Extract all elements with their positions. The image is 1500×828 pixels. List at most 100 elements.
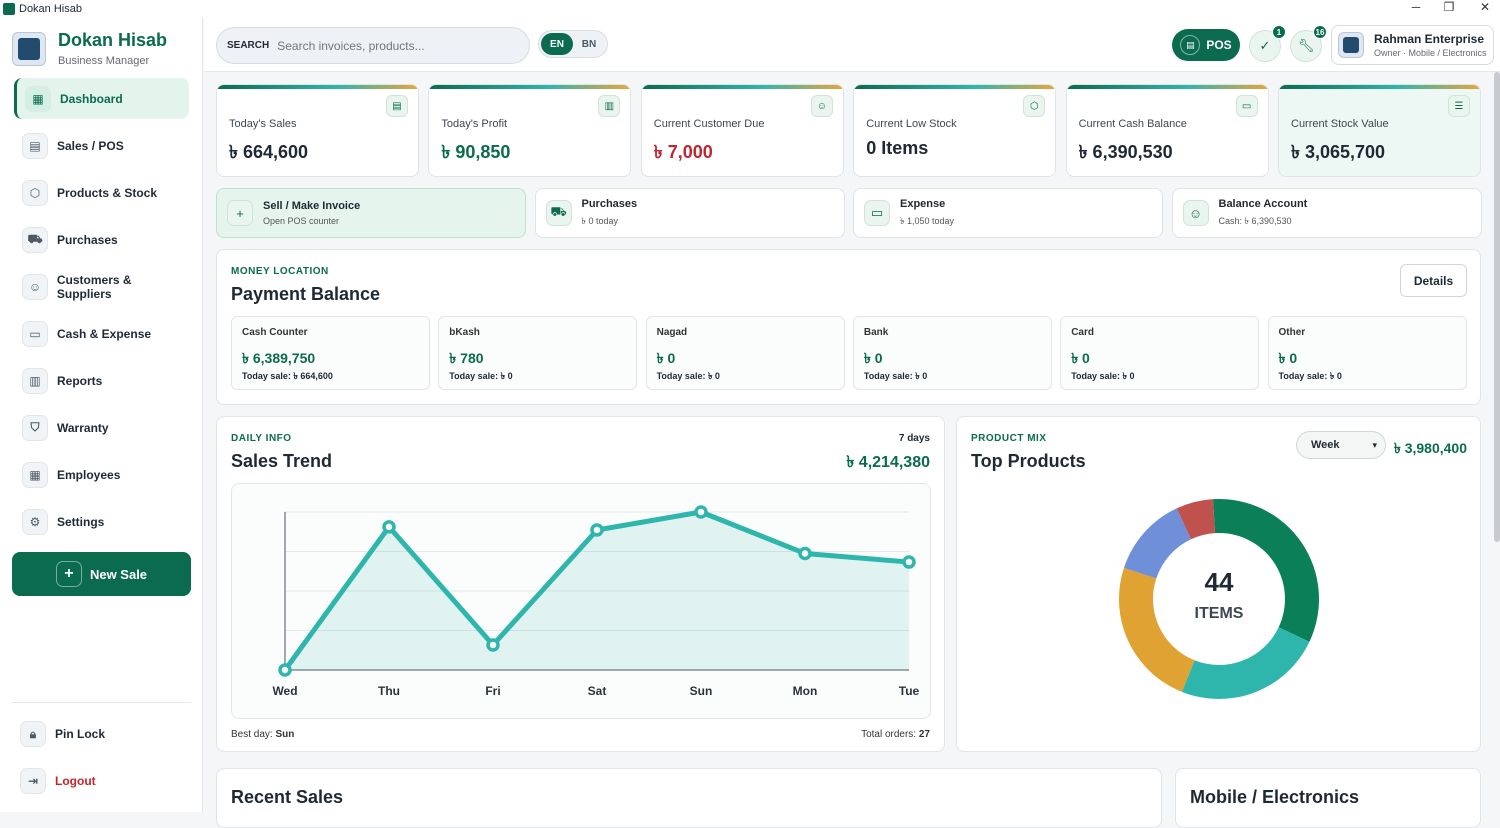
products-total: ৳ 3,980,400 bbox=[1393, 440, 1467, 456]
payment-today-sale: Today sale: ৳ 0 bbox=[863, 371, 928, 381]
quick-action-purchases[interactable]: ⛟ Purchases ৳ 0 today bbox=[534, 188, 845, 238]
service-alert-button[interactable]: 🔧︎ 16 bbox=[1290, 25, 1327, 62]
sidebar: Dokan Hisab Business Manager ▦ Dashboard ▤… bbox=[0, 18, 203, 812]
sidebar-item-products-stock[interactable]: ⬡ Products & Stock bbox=[14, 172, 189, 213]
kpi-value: ৳ 664,600 bbox=[229, 142, 309, 162]
trend-point-tue bbox=[902, 555, 916, 569]
trend-title: Sales Trend bbox=[231, 451, 333, 471]
sidebar-item-dashboard[interactable]: ▦ Dashboard bbox=[14, 78, 189, 119]
period-select[interactable]: Week ▾ bbox=[1296, 431, 1386, 459]
quick-action-balance-account[interactable]: ☺ Balance Account Cash: ৳ 6,390,530 bbox=[1171, 188, 1482, 238]
products-title: Top Products bbox=[971, 451, 1086, 471]
products-eyebrow: PRODUCT MIX bbox=[971, 433, 1047, 444]
kpi-value: ৳ 7,000 bbox=[653, 142, 713, 162]
maximize-icon[interactable]: ❐ bbox=[1443, 0, 1455, 14]
sidebar-item-settings[interactable]: ⚙ Settings bbox=[14, 501, 189, 542]
donut-center-label: ITEMS bbox=[1194, 605, 1244, 622]
x-tick-label-sat: Sat bbox=[588, 684, 607, 698]
users-icon: ☺ bbox=[810, 95, 833, 117]
action-subtitle: ৳ 0 today bbox=[581, 215, 619, 226]
brand-logo bbox=[12, 31, 46, 66]
trend-point-mon bbox=[798, 546, 812, 561]
trend-area bbox=[285, 512, 909, 670]
trend-point-wed bbox=[278, 663, 292, 677]
sidebar-divider bbox=[12, 702, 191, 703]
payment-label: Nagad bbox=[656, 327, 688, 338]
kpi-label: Current Low Stock bbox=[866, 118, 957, 130]
brand: Dokan Hisab Business Manager bbox=[12, 30, 167, 67]
sidebar-item-purchases[interactable]: ⛟ Purchases bbox=[14, 219, 189, 260]
close-icon[interactable]: ✕ bbox=[1479, 0, 1491, 14]
trend-point-thu bbox=[382, 520, 396, 534]
receipt-icon: ▤ bbox=[22, 132, 48, 159]
new-sale-label: New Sale bbox=[89, 566, 148, 582]
sidebar-item-label: Warranty bbox=[57, 420, 109, 435]
donut-slice-3 bbox=[1119, 567, 1195, 692]
pin-lock-label: Pin Lock bbox=[55, 727, 106, 741]
sidebar-item-label: Purchases bbox=[57, 232, 118, 247]
payment-eyebrow: MONEY LOCATION bbox=[231, 266, 329, 277]
profile-card[interactable]: Rahman Enterprise Owner · Mobile / Elect… bbox=[1331, 25, 1494, 65]
kpi-card: Today's Sales ৳ 664,600 ▤ bbox=[216, 84, 419, 177]
window-title: Dokan Hisab bbox=[19, 3, 82, 15]
payment-label: Card bbox=[1071, 327, 1094, 338]
brand-subtitle: Business Manager bbox=[58, 55, 150, 67]
best-day-label: Best day: bbox=[231, 729, 273, 740]
details-button[interactable]: Details bbox=[1400, 264, 1467, 297]
payment-value: ৳ 780 bbox=[449, 350, 484, 366]
payment-card-cash-counter: Cash Counter ৳ 6,389,750 Today sale: ৳ 664… bbox=[231, 316, 430, 390]
kpi-card: Current Low Stock 0 Items ⬡ bbox=[853, 84, 1057, 177]
trend-period: 7 days bbox=[898, 433, 930, 444]
window-titlebar: Dokan Hisab ─ ❐ ✕ bbox=[0, 0, 1500, 18]
sidebar-item-label: Settings bbox=[57, 514, 105, 529]
payment-today-sale: Today sale: ৳ 0 bbox=[656, 371, 720, 381]
x-tick-label-fri: Fri bbox=[485, 684, 500, 698]
action-subtitle: Cash: ৳ 6,390,530 bbox=[1218, 215, 1292, 226]
new-sale-button[interactable]: + New Sale bbox=[12, 552, 191, 596]
trend-total: ৳ 4,214,380 bbox=[846, 454, 930, 471]
payment-card-bkash: bKash ৳ 780 Today sale: ৳ 0 bbox=[438, 316, 638, 390]
kpi-label: Current Cash Balance bbox=[1078, 118, 1187, 130]
kpi-card: Current Customer Due ৳ 7,000 ☺ bbox=[640, 84, 844, 177]
quick-action-sell-make-invoice[interactable]: + Sell / Make Invoice Open POS counter bbox=[216, 188, 526, 238]
shield-icon: ⛉ bbox=[22, 414, 48, 441]
search-input[interactable] bbox=[277, 38, 508, 53]
lang-en-option[interactable]: EN bbox=[541, 33, 573, 55]
brand-name: Dokan Hisab bbox=[58, 30, 168, 50]
payment-card-card: Card ৳ 0 Today sale: ৳ 0 bbox=[1060, 316, 1260, 390]
action-title: Expense bbox=[900, 197, 946, 210]
pos-button[interactable]: ▤ POS bbox=[1172, 29, 1240, 61]
plus-icon: + bbox=[227, 200, 253, 226]
warranty-badge: 1 bbox=[1272, 25, 1286, 39]
donut-slice-4 bbox=[1123, 508, 1192, 579]
sidebar-item-employees[interactable]: ▦ Employees bbox=[14, 454, 189, 495]
top-bar: SEARCH EN BN ▤ POS ✓ 1 🔧︎ 16 Rahman Ente… bbox=[204, 18, 1500, 72]
sidebar-item-cash-expense[interactable]: ▭ Cash & Expense bbox=[14, 313, 189, 354]
payment-value: ৳ 0 bbox=[863, 350, 883, 366]
search-box[interactable]: SEARCH bbox=[216, 27, 530, 64]
truck-icon: ⛟ bbox=[545, 200, 572, 226]
minimize-icon[interactable]: ─ bbox=[1411, 0, 1421, 14]
logout-button[interactable]: ⇥ Logout bbox=[20, 768, 96, 794]
warranty-alert-button[interactable]: ✓ 1 bbox=[1249, 25, 1286, 62]
payment-today-sale: Today sale: ৳ 0 bbox=[1071, 371, 1135, 381]
quick-action-expense[interactable]: ▭ Expense ৳ 1,050 today bbox=[853, 188, 1163, 238]
sidebar-item-warranty[interactable]: ⛉ Warranty bbox=[14, 407, 189, 448]
kpi-card: Today's Profit ৳ 90,850 ▥ bbox=[428, 84, 632, 177]
payment-label: Other bbox=[1278, 327, 1306, 338]
lang-bn-option[interactable]: BN bbox=[581, 38, 597, 50]
sidebar-item-reports[interactable]: ▥ Reports bbox=[14, 360, 189, 401]
scrollbar[interactable] bbox=[1494, 72, 1500, 542]
x-tick-label-mon: Mon bbox=[793, 684, 818, 698]
kpi-card: Current Cash Balance ৳ 6,390,530 ▭ bbox=[1065, 84, 1269, 177]
pin-lock-button[interactable]: 🔒︎ Pin Lock bbox=[20, 721, 105, 747]
kpi-label: Today's Sales bbox=[229, 118, 297, 130]
sidebar-item-label: Cash & Expense bbox=[57, 326, 152, 341]
language-toggle[interactable]: EN BN bbox=[538, 30, 608, 58]
sidebar-item-sales-pos[interactable]: ▤ Sales / POS bbox=[14, 125, 189, 166]
kpi-value: 0 Items bbox=[866, 138, 929, 158]
sidebar-item-customers-suppliers[interactable]: ☺ Customers & Suppliers bbox=[14, 266, 189, 307]
trend-point-sun bbox=[694, 505, 708, 519]
kpi-label: Today's Profit bbox=[441, 118, 508, 130]
recent-sales-panel: Recent Sales bbox=[216, 768, 1162, 828]
